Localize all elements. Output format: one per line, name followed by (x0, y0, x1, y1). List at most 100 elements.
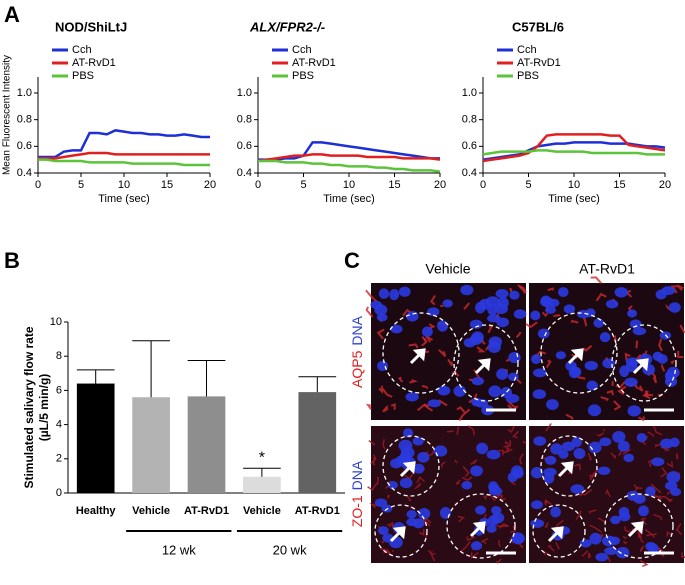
stain (659, 495, 672, 503)
stain (409, 379, 419, 384)
nucleus (437, 385, 451, 396)
data-line (257, 153, 441, 163)
micrographs (365, 276, 685, 568)
nucleus (494, 303, 508, 315)
stain (467, 425, 475, 436)
stain (397, 376, 404, 383)
nucleus (406, 510, 417, 519)
panel-label: C (344, 248, 360, 273)
nucleus (664, 481, 678, 491)
stain (600, 396, 610, 402)
nucleus (390, 324, 403, 334)
stain (470, 459, 478, 466)
stain (404, 473, 414, 480)
stain (570, 319, 579, 324)
nucleus (627, 405, 642, 417)
nucleus (433, 445, 448, 457)
error-bar (243, 467, 281, 477)
nucleus (543, 472, 555, 484)
nucleus (546, 399, 559, 410)
nucleus (530, 500, 543, 510)
stain (652, 376, 657, 384)
y-tick-label: 0.6 (462, 140, 477, 152)
nucleus (614, 287, 629, 298)
nucleus (513, 309, 527, 319)
nucleus (389, 458, 403, 469)
stain (639, 536, 644, 544)
stain (438, 399, 448, 407)
nucleus (557, 287, 569, 298)
nucleus (669, 437, 680, 448)
stain (555, 541, 560, 550)
stain (615, 381, 626, 389)
nucleus (491, 505, 502, 515)
nucleus (508, 352, 521, 364)
x-axis-label: Time (sec) (323, 193, 375, 205)
acinus-outline (611, 324, 677, 402)
data-line (482, 133, 666, 163)
arrow (409, 348, 426, 365)
nucleus (421, 326, 433, 338)
y-tick-label: 0.6 (237, 140, 252, 152)
stain (545, 359, 552, 369)
stain (622, 535, 628, 539)
chart-title: C57BL/6 (512, 19, 564, 34)
nucleus (505, 393, 520, 404)
y-tick-label: 6 (56, 384, 62, 396)
column-title: AT-RvD1 (579, 261, 635, 277)
x-tick-label: 20 (659, 179, 671, 191)
stain (365, 403, 372, 410)
x-tick-label: 5 (525, 179, 531, 191)
nucleus (638, 505, 649, 517)
stain (381, 540, 385, 544)
stain (430, 449, 435, 456)
stain (644, 528, 654, 537)
y-tick-label: 0.8 (462, 114, 477, 126)
y-tick-label: 1.0 (462, 87, 477, 99)
nucleus (589, 532, 602, 545)
annotation: * (259, 449, 265, 466)
stain (651, 532, 657, 539)
stain (642, 393, 651, 400)
nucleus (636, 432, 647, 443)
stain (456, 426, 460, 435)
nucleus (530, 519, 545, 528)
nucleus (471, 376, 485, 386)
stain (428, 549, 434, 555)
nucleus (605, 299, 619, 309)
x-tick-label: 5 (78, 179, 84, 191)
nucleus (531, 354, 542, 365)
x-tick-label: 5 (300, 179, 306, 191)
nucleus (398, 286, 411, 297)
nucleus (400, 446, 415, 459)
stain-label: ZO-1 (349, 495, 365, 527)
acinus-outline (446, 493, 516, 559)
stain (369, 502, 378, 509)
acinus-outline (604, 493, 674, 559)
legend-label: Cch (72, 44, 92, 56)
legend-label: PBS (292, 70, 314, 82)
stain (637, 531, 643, 539)
stain (565, 413, 574, 420)
stain (653, 425, 663, 436)
stain (418, 528, 425, 536)
stain (440, 461, 446, 468)
stain (498, 539, 501, 548)
stain (623, 526, 631, 533)
stain (446, 430, 454, 433)
stain (606, 389, 614, 396)
nucleus (530, 467, 544, 479)
nucleus (544, 455, 557, 465)
y-tick-label: 0.6 (17, 140, 32, 152)
nucleus (378, 288, 390, 299)
nucleus (550, 506, 561, 518)
acinus-outline (382, 312, 460, 394)
y-tick-label: 1.0 (237, 87, 252, 99)
stain (463, 302, 470, 310)
y-tick-label: 8 (56, 350, 62, 362)
arrow (389, 526, 406, 543)
x-tick-label: AT-RvD1 (184, 505, 229, 517)
x-tick-label: 20 (434, 179, 446, 191)
stain (624, 352, 631, 361)
counter-label: DNA (349, 315, 365, 345)
